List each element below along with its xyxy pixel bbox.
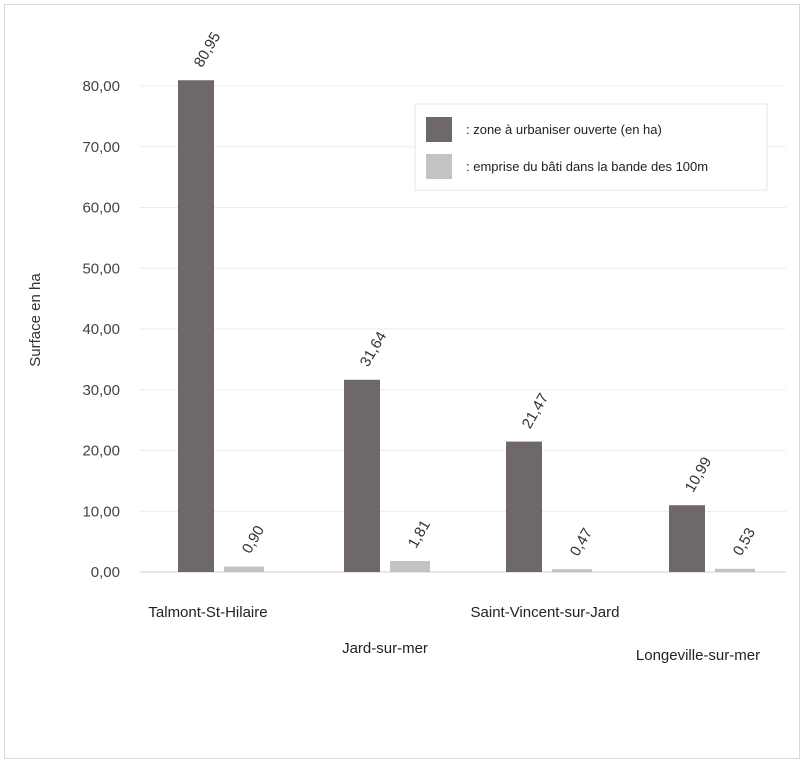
bar-emprise bbox=[224, 566, 264, 572]
y-tick-label: 30,00 bbox=[82, 382, 120, 399]
category-label: Saint-Vincent-sur-Jard bbox=[471, 604, 620, 621]
legend-swatch-zone bbox=[426, 117, 452, 142]
bar-zone bbox=[344, 379, 380, 572]
category-label: Talmont-St-Hilaire bbox=[148, 604, 267, 621]
y-axis-label: Surface en ha bbox=[27, 273, 44, 367]
y-axis: 0,00 10,00 20,00 30,00 40,00 50,00 60,00 70,00 8… bbox=[82, 78, 120, 581]
data-label-zone: 21,47 bbox=[519, 391, 552, 432]
category-labels: Talmont-St-Hilaire Jard-sur-mer Saint-Vinc… bbox=[148, 604, 760, 664]
bar-zone bbox=[669, 505, 705, 572]
bar-zone bbox=[506, 441, 542, 572]
y-tick-label: 10,00 bbox=[82, 503, 120, 520]
bar-emprise bbox=[390, 561, 430, 572]
chart-frame bbox=[4, 4, 800, 759]
data-label-emprise: 0,90 bbox=[239, 523, 268, 557]
y-tick-label: 0,00 bbox=[91, 564, 120, 581]
data-label-emprise: 1,81 bbox=[405, 517, 434, 551]
y-tick-label: 20,00 bbox=[82, 443, 120, 460]
bars bbox=[178, 80, 755, 572]
legend-label-emprise: : emprise du bâti dans la bande des 100m bbox=[466, 159, 708, 174]
category-label: Longeville-sur-mer bbox=[636, 647, 760, 664]
data-label-zone: 10,99 bbox=[682, 454, 715, 495]
bar-emprise bbox=[715, 568, 755, 572]
legend-label-zone: : zone à urbaniser ouverte (en ha) bbox=[466, 122, 662, 137]
y-tick-label: 60,00 bbox=[82, 200, 120, 217]
bar-emprise bbox=[552, 569, 592, 572]
y-tick-label: 50,00 bbox=[82, 260, 120, 277]
y-tick-label: 70,00 bbox=[82, 139, 120, 156]
y-tick-label: 80,00 bbox=[82, 78, 120, 95]
data-label-emprise: 0,47 bbox=[567, 525, 596, 559]
y-tick-label: 40,00 bbox=[82, 321, 120, 338]
data-label-zone: 31,64 bbox=[357, 329, 390, 370]
legend-swatch-emprise bbox=[426, 154, 452, 179]
legend-box bbox=[414, 103, 768, 191]
data-label-emprise: 0,53 bbox=[730, 525, 759, 559]
legend: : zone à urbaniser ouverte (en ha) : emp… bbox=[414, 103, 768, 191]
data-label-zone: 80,95 bbox=[191, 29, 224, 70]
category-label: Jard-sur-mer bbox=[342, 640, 428, 657]
bar-zone bbox=[178, 80, 214, 572]
